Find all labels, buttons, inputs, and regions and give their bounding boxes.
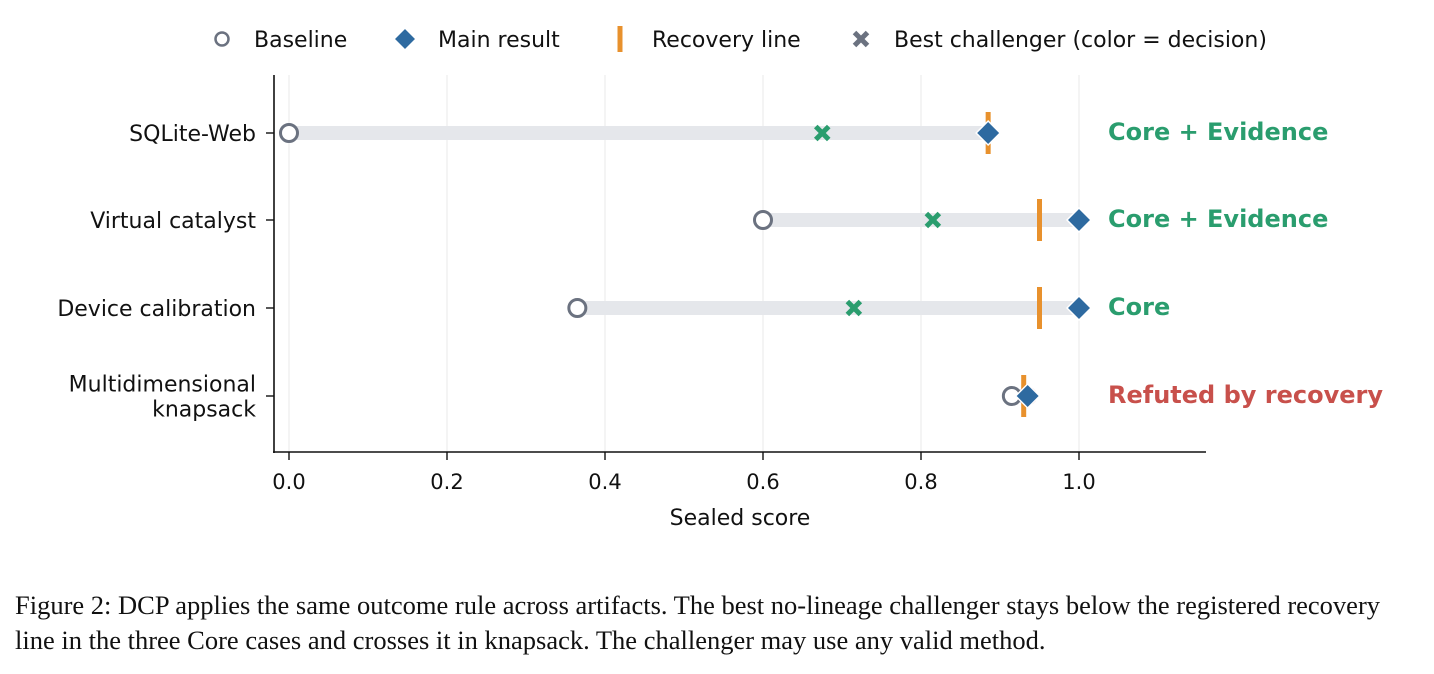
decision-label: Refuted by recovery: [1108, 381, 1383, 409]
baseline-mark: [279, 123, 299, 143]
figure: Baseline Main result Recovery line Best cha…: [57, 26, 1383, 531]
decision-label: Core + Evidence: [1108, 118, 1328, 146]
y-tick-label: Device calibration: [57, 297, 256, 322]
main-result-mark: [1065, 206, 1093, 234]
y-tick-label: Virtual catalyst: [90, 209, 256, 234]
challenger-mark: [813, 124, 831, 142]
data-row: Device calibration Core: [57, 287, 1170, 329]
main-result-mark: [1014, 382, 1041, 410]
legend-recovery-label: Recovery line: [652, 28, 801, 53]
axes: 0.0 0.2 0.4 0.6 0.8 1.0: [272, 75, 1206, 494]
x-tick-label: 0.6: [746, 470, 779, 494]
main-result-mark: [1065, 294, 1093, 322]
challenger-mark: [924, 211, 942, 229]
x-tick-label: 0.0: [272, 470, 305, 494]
dumbbell-chart: Baseline Main result Recovery line Best cha…: [57, 26, 1383, 531]
x-tick-label: 0.4: [588, 470, 621, 494]
y-tick-label: SQLite-Web: [129, 122, 256, 147]
y-tick-label: Multidimensional: [69, 373, 256, 398]
x-axis-label: Sealed score: [670, 506, 811, 531]
main-result-mark: [975, 119, 1002, 147]
y-tick-label: knapsack: [152, 398, 256, 423]
baseline-mark: [753, 210, 773, 230]
x-tick-label: 1.0: [1062, 470, 1095, 494]
legend: Baseline Main result Recovery line Best cha…: [214, 26, 1267, 53]
x-tick-label: 0.2: [430, 470, 463, 494]
x-tick-label: 0.8: [904, 470, 937, 494]
baseline-mark: [567, 298, 588, 318]
legend-challenger-marker: [852, 30, 870, 48]
legend-challenger-label: Best challenger (color = decision): [894, 28, 1267, 53]
decision-label: Core + Evidence: [1108, 205, 1328, 233]
legend-main-label: Main result: [438, 28, 560, 53]
figure-caption: Figure 2: DCP applies the same outcome r…: [15, 590, 1381, 655]
data-row: Virtual catalyst Core + Evidence: [90, 199, 1328, 241]
legend-baseline-marker: [214, 31, 230, 47]
legend-main-marker: [392, 26, 418, 52]
decision-label: Core: [1108, 293, 1170, 321]
legend-baseline-label: Baseline: [254, 28, 347, 53]
data-row: SQLite-Web Core + Evidence: [129, 112, 1328, 154]
challenger-mark: [845, 299, 863, 317]
